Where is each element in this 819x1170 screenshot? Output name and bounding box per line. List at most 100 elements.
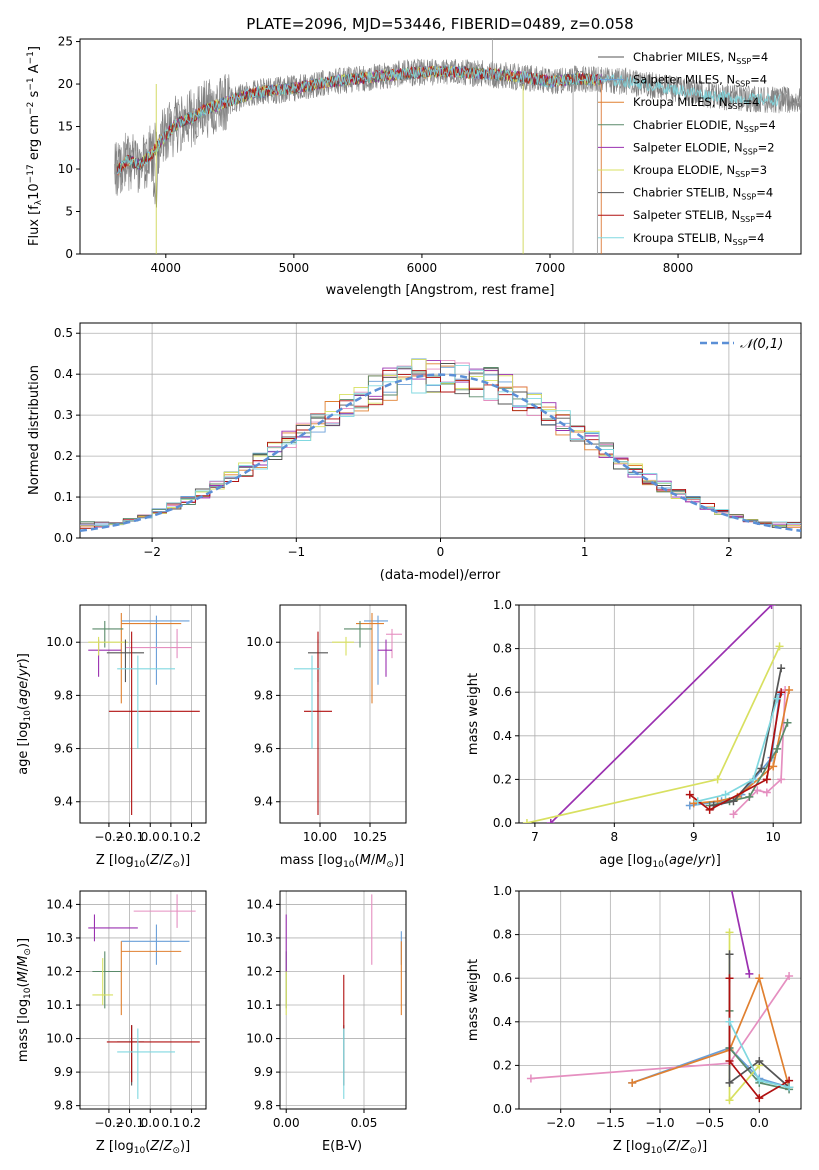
mass-z-ylabel: mass [log10(M/M⊙)] <box>16 938 33 1062</box>
legend-label: Kroupa STELIB, NSSP=4 <box>633 231 764 247</box>
age-vs-mass-ytick-label: 9.6 <box>254 742 273 756</box>
mass-vs-metallicity-panel: Z [log10(Z/Z⊙)] mass [log10(M/M⊙)] −0.2−… <box>16 890 207 1156</box>
mass-weight-marker <box>546 819 555 823</box>
legend-count: =3 <box>750 163 767 177</box>
legend-count: =4 <box>750 73 767 87</box>
age-vs-Z-xtick-label: 0.0 <box>141 830 160 844</box>
mass-weight-vs-Z-ytick-label: 1.0 <box>493 884 512 898</box>
legend-subscript: SSP <box>741 193 756 202</box>
age-z-xlabel: Z [log10(Z/Z⊙)] <box>96 853 190 870</box>
mass-weight-line <box>713 668 782 807</box>
age-vs-Z-ytick-label: 9.4 <box>54 795 73 809</box>
mass-weight-vs-age-ytick-label: 0.2 <box>493 772 512 786</box>
legend-label: Salpeter ELODIE, NSSP=2 <box>633 140 775 156</box>
spectrum-model-line <box>116 65 602 173</box>
age-vs-Z-ytick-label: 9.8 <box>54 688 73 702</box>
mass-weight-marker <box>755 1076 764 1085</box>
mass-weight-marker <box>729 797 738 806</box>
mass-weight-vs-age-xtick-label: 7 <box>531 830 539 844</box>
mass-vs-extinction-panel: E(B-V) 0.00 0.05 9.8 9.9 10.0 10.1 10.2 10.3 10.… <box>246 890 407 1154</box>
residuals-xtick-label: 2 <box>725 545 733 559</box>
legend-count: =2 <box>758 140 775 154</box>
mw-age-xlabel: age [log10(age/yr)] <box>599 853 721 870</box>
legend-normal-label: 𝒩(0,1) <box>740 337 783 352</box>
spectrum-ytick-label: 20 <box>58 77 73 91</box>
spectrum-ytick-label: 15 <box>58 120 73 134</box>
spectrum-xtick-label: 5000 <box>279 261 310 275</box>
mass-weight-marker <box>526 1074 535 1083</box>
residual-ylabel: Normed distribution <box>27 365 42 495</box>
mass-weight-vs-Z-ytick-label: 0.6 <box>493 971 512 985</box>
legend-count: =4 <box>756 186 773 200</box>
mass-vs-ebv-xtick-label: 0.05 <box>351 1116 378 1130</box>
legend-subscript: SSP <box>735 80 750 89</box>
age-vs-mass-ytick-label: 10.0 <box>246 635 273 649</box>
mass-weight-marker <box>693 797 702 806</box>
mw-age-axes <box>518 604 802 824</box>
spectrum-xtick-label: 6000 <box>407 261 438 275</box>
residual-histogram-panel: (data-model)/error Normed distribution 𝒩… <box>27 322 802 583</box>
spectrum-xtick-label: 7000 <box>535 261 566 275</box>
mw-z-ylabel: mass weight <box>466 959 481 1041</box>
legend-label: Chabrier STELIB, NSSP=4 <box>633 186 773 202</box>
normal-reference-curve <box>80 373 801 533</box>
mass-weight-line <box>730 891 751 974</box>
residuals-xtick-label: 1 <box>581 545 589 559</box>
mass-weight-vs-age-ytick-label: 0.0 <box>493 816 512 830</box>
mass-vs-Z-ytick-label: 10.1 <box>46 998 73 1012</box>
spectrum-xtick-label: 8000 <box>663 261 694 275</box>
mass-weight-marker <box>773 744 782 753</box>
figure-title: PLATE=2096, MJD=53446, FIBERID=0489, z=0… <box>246 15 633 33</box>
mass-weight-marker <box>725 1078 734 1087</box>
mass-weight-marker <box>783 718 792 727</box>
legend-subscript: SSP <box>740 215 755 224</box>
mass-vs-ebv-ytick-label: 9.8 <box>254 1099 273 1113</box>
mw-z-xlabel: Z [log10(Z/Z⊙)] <box>613 1139 707 1156</box>
mass-weight-marker <box>749 775 758 784</box>
legend-subscript: SSP <box>736 57 751 66</box>
legend-count: =4 <box>743 95 760 109</box>
mass-weight-marker <box>755 974 764 983</box>
age-mass-xlabel: mass [log10(M/M⊙)] <box>280 853 404 870</box>
mass-weight-vs-Z-ytick-label: 0.8 <box>493 928 512 942</box>
age-vs-Z-ytick-label: 9.6 <box>54 742 73 756</box>
legend-count: =4 <box>759 118 776 132</box>
age-z-axes <box>79 604 207 824</box>
spectrum-ytick-label: 25 <box>58 35 73 49</box>
mass-weight-marker <box>725 950 734 959</box>
mass-weight-marker <box>785 972 794 981</box>
spectrum-panel: wavelength [Angstrom, rest frame] Flux [… <box>26 35 802 298</box>
mass-vs-ebv-ytick-label: 10.2 <box>246 964 273 978</box>
legend-count: =4 <box>755 208 772 222</box>
mass-weight-marker <box>745 792 754 801</box>
mass-weight-marker <box>725 928 734 937</box>
legend-label: Salpeter MILES, NSSP=4 <box>633 73 767 89</box>
residuals-xtick-label: −1 <box>287 545 305 559</box>
mass-weight-vs-age-panel: age [log10(age/yr)] mass weight 7 8 9 10 0.0… <box>466 598 802 870</box>
mass-vs-Z-ytick-label: 10.0 <box>46 1032 73 1046</box>
mass-weight-line <box>631 1047 790 1089</box>
age-vs-mass-xtick-label: 10.00 <box>303 830 337 844</box>
mass-weight-marker <box>777 688 786 697</box>
mass-weight-marker <box>721 790 730 799</box>
spectrum-xlabel: wavelength [Angstrom, rest frame] <box>326 283 555 298</box>
spectrum-xtick-label: 4000 <box>151 261 182 275</box>
age-vs-Z-xtick-label: −0.1 <box>115 830 144 844</box>
mass-vs-Z-ytick-label: 10.3 <box>46 931 73 945</box>
legend-subscript: SSP <box>728 102 743 111</box>
mass-weight-line <box>550 605 773 823</box>
mass-weight-vs-age-xtick-label: 9 <box>690 830 698 844</box>
legend-subscript: SSP <box>735 170 750 179</box>
mass-vs-Z-xtick-label: 0.1 <box>161 1116 180 1130</box>
legend-label: Chabrier MILES, NSSP=4 <box>633 50 768 66</box>
age-z-ylabel: age [log10(age/yr)] <box>16 653 33 775</box>
mass-vs-Z-xtick-label: 0.2 <box>182 1116 201 1130</box>
mass-weight-vs-Z-xtick-label: −0.5 <box>695 1116 724 1130</box>
mass-weight-vs-Z-xtick-label: 0.0 <box>750 1116 769 1130</box>
mass-vs-ebv-ytick-label: 10.3 <box>246 931 273 945</box>
legend-subscript: SSP <box>743 147 758 156</box>
mass-weight-marker <box>769 762 778 771</box>
mass-vs-Z-ytick-label: 10.4 <box>46 897 73 911</box>
mass-weight-marker <box>767 605 776 609</box>
